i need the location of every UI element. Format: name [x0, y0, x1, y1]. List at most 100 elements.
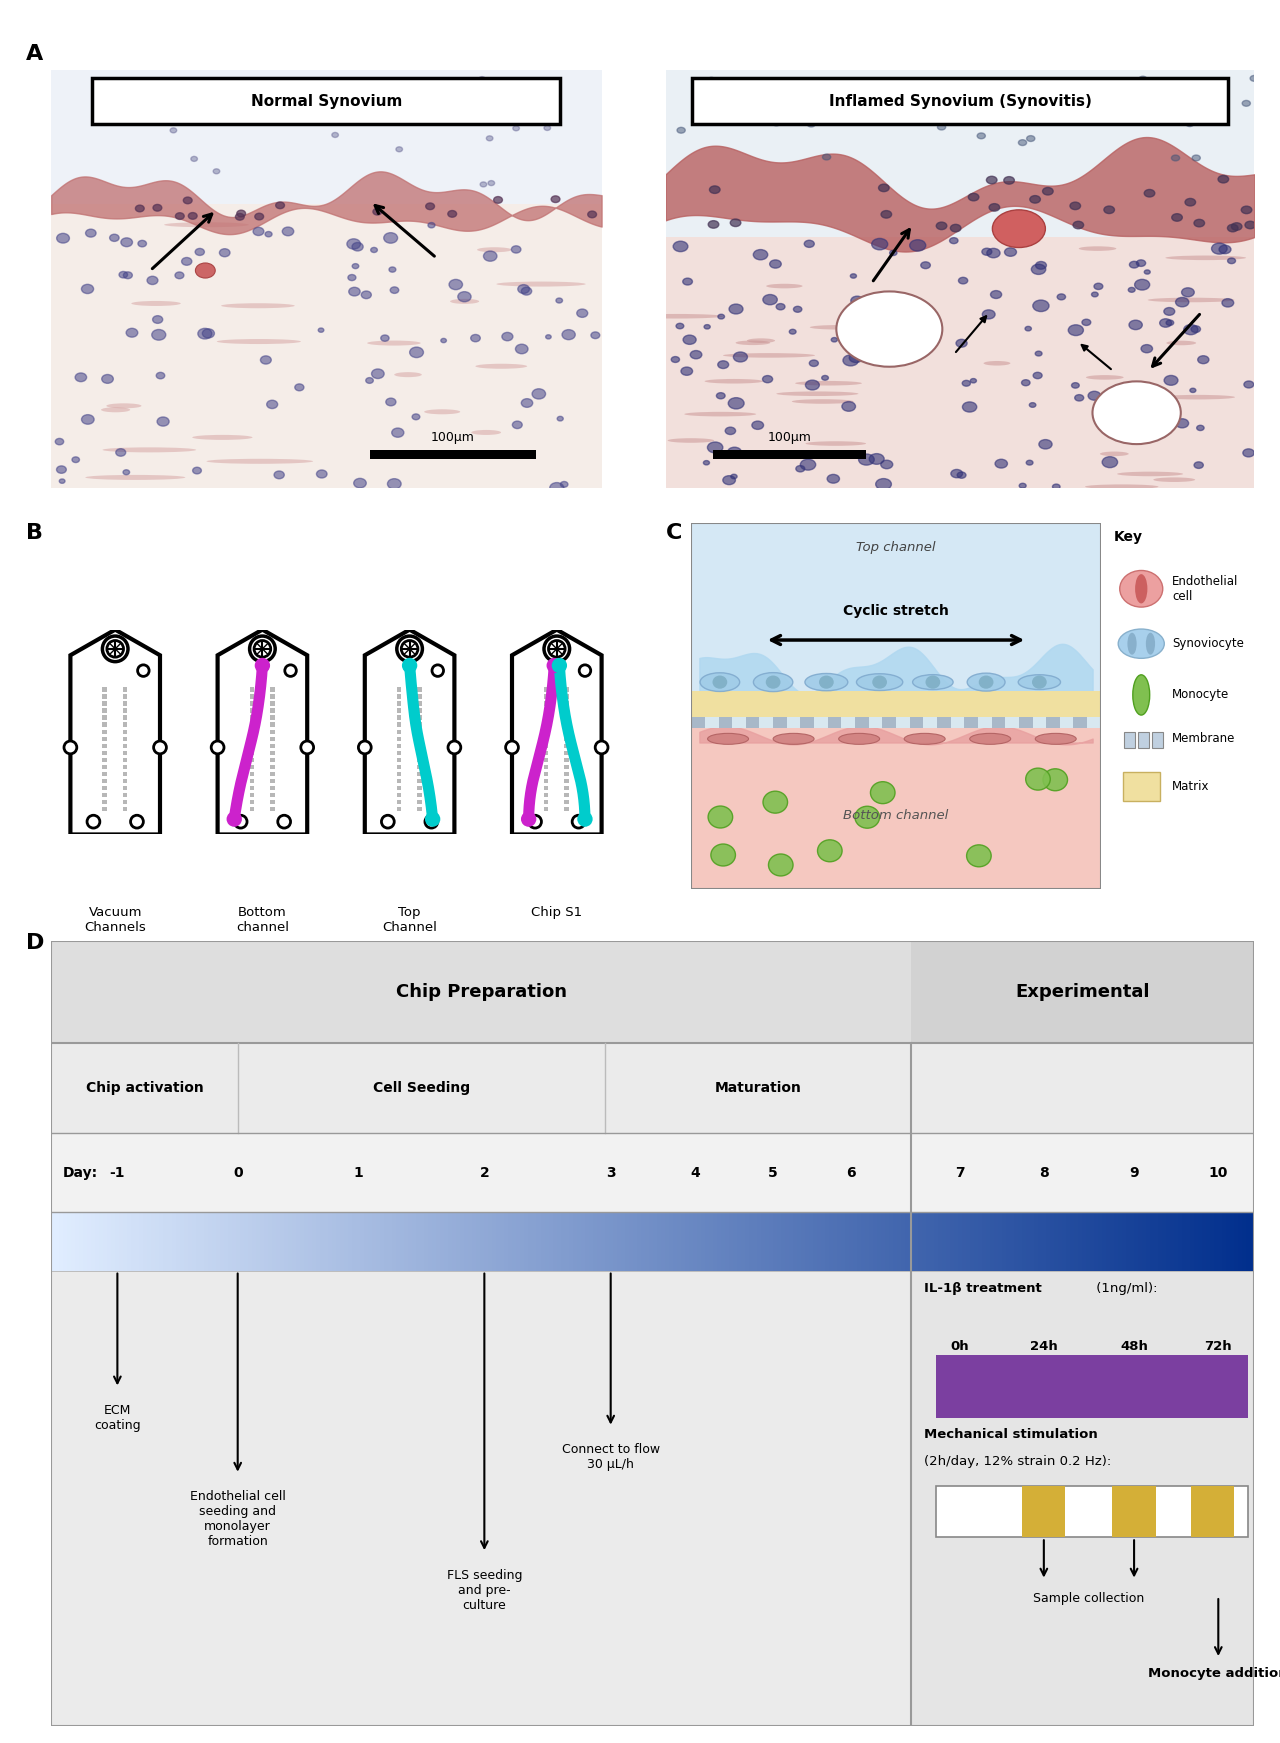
- Bar: [270, 744, 275, 748]
- Circle shape: [123, 272, 132, 279]
- Bar: [204, 1211, 210, 1271]
- Circle shape: [372, 209, 381, 214]
- FancyBboxPatch shape: [692, 78, 1228, 124]
- Circle shape: [128, 103, 134, 108]
- Bar: [275, 1211, 282, 1271]
- Bar: [270, 765, 275, 769]
- Circle shape: [435, 119, 442, 124]
- Circle shape: [152, 315, 163, 324]
- Bar: [1025, 1211, 1032, 1271]
- Bar: [717, 1211, 723, 1271]
- Circle shape: [709, 187, 721, 193]
- Ellipse shape: [736, 340, 771, 345]
- Circle shape: [366, 378, 374, 383]
- Circle shape: [881, 211, 892, 218]
- Bar: [666, 70, 1254, 237]
- Circle shape: [512, 246, 521, 253]
- Circle shape: [673, 241, 687, 251]
- Bar: [250, 772, 253, 776]
- Bar: [691, 523, 1101, 699]
- Ellipse shape: [767, 284, 803, 288]
- Bar: [785, 1211, 791, 1271]
- Circle shape: [727, 448, 741, 457]
- Bar: [600, 1211, 607, 1271]
- Bar: [397, 722, 402, 727]
- Bar: [617, 1211, 623, 1271]
- Bar: [128, 1211, 134, 1271]
- Bar: [705, 1211, 712, 1271]
- Ellipse shape: [1166, 340, 1197, 345]
- Circle shape: [1192, 155, 1201, 160]
- Circle shape: [102, 113, 109, 119]
- Bar: [489, 1211, 495, 1271]
- Circle shape: [250, 636, 275, 662]
- Bar: [284, 1211, 291, 1271]
- Bar: [1062, 1211, 1069, 1271]
- Circle shape: [1146, 633, 1155, 655]
- Bar: [1215, 1211, 1221, 1271]
- Polygon shape: [512, 629, 602, 835]
- Bar: [175, 1211, 182, 1271]
- Circle shape: [319, 328, 324, 333]
- Circle shape: [525, 80, 531, 85]
- Circle shape: [708, 77, 716, 84]
- Bar: [1112, 1487, 1156, 1537]
- Text: Vacuum
Channels: Vacuum Channels: [84, 906, 146, 934]
- Ellipse shape: [1148, 298, 1234, 302]
- Bar: [312, 1211, 319, 1271]
- Circle shape: [521, 399, 532, 408]
- Bar: [997, 1211, 1004, 1271]
- Bar: [397, 786, 402, 790]
- Circle shape: [951, 469, 963, 478]
- Text: A: A: [26, 44, 42, 63]
- Bar: [102, 722, 108, 727]
- Circle shape: [138, 664, 148, 676]
- Circle shape: [872, 296, 878, 300]
- Bar: [544, 687, 549, 692]
- Ellipse shape: [805, 673, 847, 690]
- Bar: [280, 1211, 287, 1271]
- Circle shape: [717, 392, 724, 399]
- Circle shape: [1129, 321, 1142, 329]
- Circle shape: [723, 476, 736, 485]
- Text: C: C: [666, 523, 682, 542]
- Circle shape: [518, 284, 530, 293]
- Bar: [564, 694, 570, 699]
- Ellipse shape: [106, 403, 142, 408]
- Bar: [544, 708, 549, 713]
- Bar: [252, 1211, 259, 1271]
- Circle shape: [800, 458, 815, 471]
- Bar: [564, 715, 570, 720]
- FancyBboxPatch shape: [92, 78, 561, 124]
- Text: Key: Key: [1114, 530, 1143, 544]
- Bar: [1219, 1211, 1225, 1271]
- Text: 2: 2: [480, 1166, 489, 1180]
- Bar: [701, 1211, 708, 1271]
- Ellipse shape: [723, 354, 815, 357]
- Circle shape: [1129, 261, 1139, 268]
- Bar: [544, 800, 549, 804]
- Ellipse shape: [424, 410, 461, 415]
- Bar: [417, 722, 422, 727]
- Bar: [102, 793, 108, 797]
- Bar: [1166, 1211, 1172, 1271]
- Circle shape: [1036, 261, 1047, 268]
- Bar: [108, 1211, 114, 1271]
- Circle shape: [1033, 300, 1050, 312]
- Bar: [1138, 732, 1149, 748]
- Bar: [397, 807, 402, 812]
- Circle shape: [769, 260, 781, 268]
- Circle shape: [1089, 108, 1097, 113]
- Circle shape: [920, 261, 931, 268]
- Ellipse shape: [102, 448, 196, 453]
- Ellipse shape: [792, 399, 854, 404]
- Bar: [270, 694, 275, 699]
- Text: 72h: 72h: [1204, 1340, 1233, 1353]
- Bar: [268, 1211, 274, 1271]
- Circle shape: [1025, 326, 1032, 331]
- Circle shape: [572, 816, 585, 828]
- Bar: [1117, 1211, 1124, 1271]
- Circle shape: [182, 258, 192, 265]
- Bar: [102, 772, 108, 776]
- Circle shape: [384, 232, 398, 244]
